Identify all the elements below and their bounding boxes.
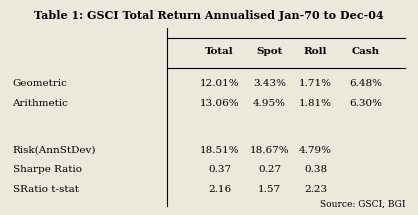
Text: 3.43%: 3.43%: [253, 79, 286, 88]
Text: 4.79%: 4.79%: [299, 146, 332, 155]
Text: Cash: Cash: [352, 47, 380, 56]
Text: 6.30%: 6.30%: [349, 99, 382, 108]
Text: 2.16: 2.16: [208, 185, 231, 194]
Text: 1.81%: 1.81%: [299, 99, 332, 108]
Text: 0.37: 0.37: [208, 165, 231, 174]
Text: SRatio t-stat: SRatio t-stat: [13, 185, 79, 194]
Text: Source: GSCI, BGI: Source: GSCI, BGI: [320, 200, 405, 209]
Text: Arithmetic: Arithmetic: [13, 99, 69, 108]
Text: 0.27: 0.27: [258, 165, 281, 174]
Text: 4.95%: 4.95%: [253, 99, 286, 108]
Text: 13.06%: 13.06%: [200, 99, 239, 108]
Text: Sharpe Ratio: Sharpe Ratio: [13, 165, 82, 174]
Text: 18.67%: 18.67%: [250, 146, 289, 155]
Text: Risk(AnnStDev): Risk(AnnStDev): [13, 146, 96, 155]
Text: Geometric: Geometric: [13, 79, 67, 88]
Text: 18.51%: 18.51%: [200, 146, 239, 155]
Text: 1.57: 1.57: [258, 185, 281, 194]
Text: Spot: Spot: [256, 47, 283, 56]
Text: 6.48%: 6.48%: [349, 79, 382, 88]
Text: Total: Total: [205, 47, 234, 56]
Text: 1.71%: 1.71%: [299, 79, 332, 88]
Text: 2.23: 2.23: [304, 185, 327, 194]
Text: 0.38: 0.38: [304, 165, 327, 174]
Text: 12.01%: 12.01%: [200, 79, 239, 88]
Text: Table 1: GSCI Total Return Annualised Jan-70 to Dec-04: Table 1: GSCI Total Return Annualised Ja…: [34, 10, 384, 21]
Text: Roll: Roll: [304, 47, 327, 56]
